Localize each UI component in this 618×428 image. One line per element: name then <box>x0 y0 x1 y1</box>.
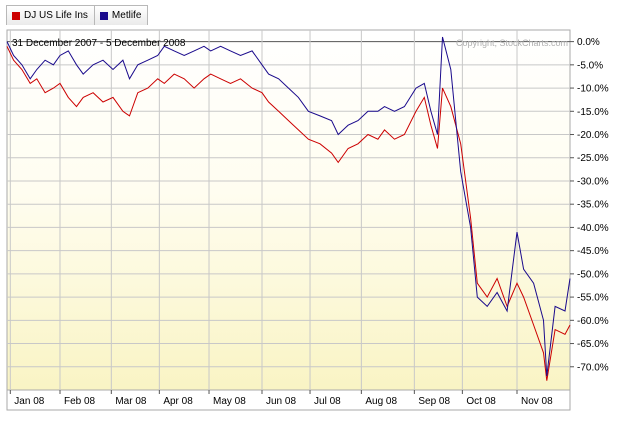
y-tick-label: -10.0% <box>577 84 609 95</box>
y-tick-label: -65.0% <box>577 339 609 350</box>
y-tick-label: -55.0% <box>577 293 609 304</box>
y-tick-label: -70.0% <box>577 362 609 373</box>
x-tick-label: Jun 08 <box>266 396 296 407</box>
copyright-label: Copyright, StockCharts.com <box>456 38 568 48</box>
series-line-dj-us-life-ins <box>6 46 571 381</box>
x-tick-label: Sep 08 <box>418 396 450 407</box>
x-axis-band <box>6 389 571 411</box>
legend-item-metlife[interactable]: Metlife <box>94 5 149 25</box>
plot-background <box>6 29 571 391</box>
legend-swatch-metlife <box>99 11 108 20</box>
x-tick-label: Aug 08 <box>365 396 397 407</box>
legend-label-dj-us-life-ins: DJ US Life Ins <box>24 10 88 21</box>
x-tick-label: Feb 08 <box>64 396 96 407</box>
date-range-label: 31 December 2007 - 5 December 2008 <box>12 38 186 49</box>
x-tick-label: Oct 08 <box>466 396 496 407</box>
x-tick-label: May 08 <box>213 396 246 407</box>
y-tick-label: 0.0% <box>577 37 600 48</box>
legend-item-dj-us-life-ins[interactable]: DJ US Life Ins <box>6 5 95 25</box>
legend-label-metlife: Metlife <box>111 10 142 21</box>
x-tick-label: Apr 08 <box>163 396 193 407</box>
x-tick-label: Nov 08 <box>521 396 553 407</box>
x-tick-label: Jul 08 <box>314 396 341 407</box>
x-tick-label: Mar 08 <box>115 396 147 407</box>
legend: DJ US Life Ins Metlife <box>6 5 149 25</box>
series-line-metlife <box>6 36 571 377</box>
y-tick-label: -35.0% <box>577 200 609 211</box>
y-tick-label: -25.0% <box>577 153 609 164</box>
y-tick-label: -40.0% <box>577 223 609 234</box>
y-tick-label: -30.0% <box>577 176 609 187</box>
y-tick-label: -15.0% <box>577 107 609 118</box>
y-tick-label: -20.0% <box>577 130 609 141</box>
y-tick-label: -5.0% <box>577 60 603 71</box>
y-tick-label: -45.0% <box>577 246 609 257</box>
x-tick-label: Jan 08 <box>14 396 44 407</box>
y-tick-label: -50.0% <box>577 269 609 280</box>
y-tick-label: -60.0% <box>577 316 609 327</box>
legend-swatch-dj-us-life-ins <box>12 11 20 20</box>
